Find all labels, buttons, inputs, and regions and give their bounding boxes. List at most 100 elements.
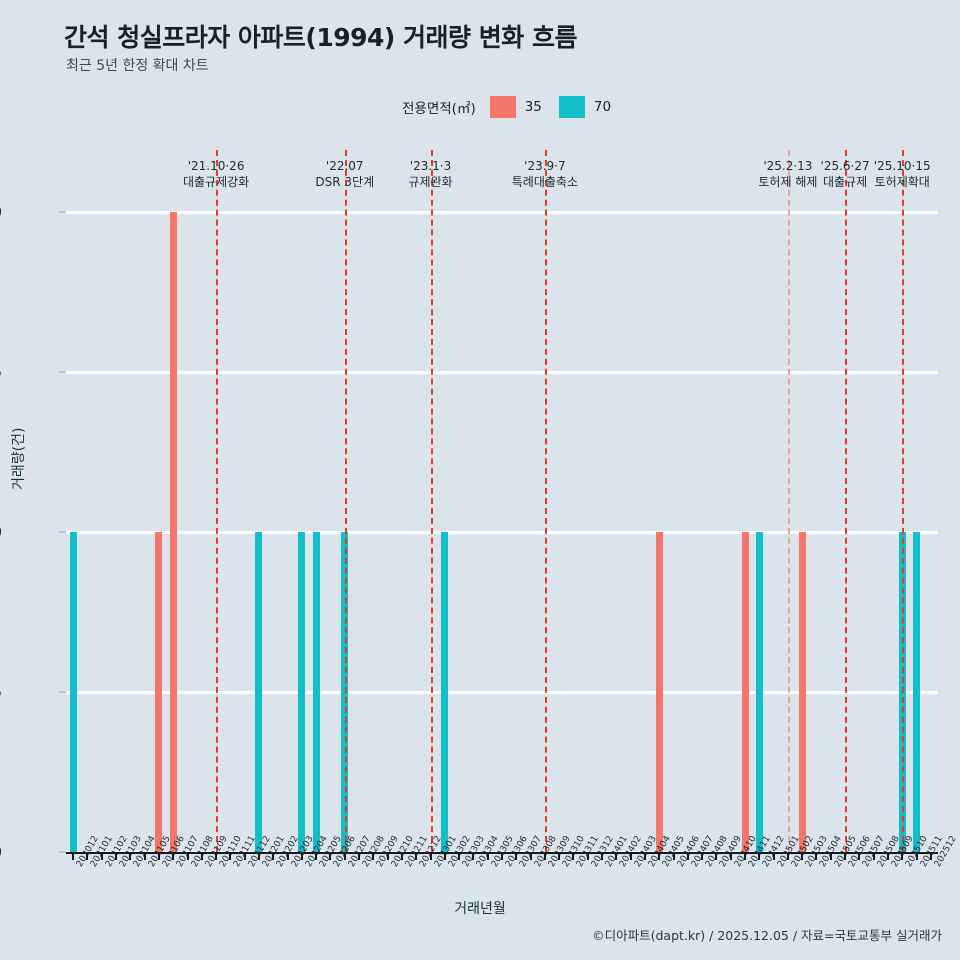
chart-subtitle: 최근 5년 한정 확대 차트 [66, 58, 209, 74]
x-tick-mark [701, 852, 704, 860]
x-tick-mark [615, 852, 618, 860]
event-annotation-name: DSR 3단계 [315, 175, 375, 190]
bar[interactable] [169, 212, 177, 852]
bar[interactable] [312, 532, 320, 852]
bar[interactable] [341, 532, 349, 852]
y-tick-mark [59, 851, 66, 853]
bar[interactable] [155, 532, 163, 852]
legend-label-70: 70 [593, 99, 612, 115]
x-tick-mark [886, 852, 889, 860]
bar[interactable] [441, 532, 449, 852]
x-tick-mark [815, 852, 818, 860]
x-tick-mark [329, 852, 332, 860]
event-annotation: '25.2·13 토허제 해제 [758, 158, 817, 190]
x-tick-mark [501, 852, 503, 860]
x-tick-mark [386, 852, 389, 860]
footer-credit: ©디아파트(dapt.kr) / 2025.12.05 / 자료=국토교통부 실… [592, 928, 942, 943]
x-tick-mark [129, 852, 132, 860]
bar[interactable] [798, 532, 806, 852]
legend-swatch-35 [489, 96, 516, 118]
x-tick-mark [472, 852, 475, 860]
chart-legend: 전용면적(㎡) 35 70 [402, 96, 619, 118]
event-annotation-date: '21.10·26 [187, 159, 245, 173]
legend-label-35: 35 [524, 99, 542, 115]
y-tick-label: 1.5 [0, 363, 2, 381]
event-annotation-name: 규제완화 [408, 175, 453, 190]
event-annotation-name: 대출규제강화 [182, 175, 250, 190]
x-tick-mark [315, 852, 318, 860]
x-tick-mark [844, 852, 847, 860]
event-annotation-date: '23.9·7 [524, 159, 566, 173]
x-tick-mark [529, 852, 532, 860]
x-tick-mark [543, 852, 546, 860]
x-tick-mark [858, 852, 861, 860]
bar[interactable] [755, 532, 763, 852]
x-tick-mark [786, 852, 789, 860]
y-tick-label: 2.0 [0, 203, 2, 221]
x-tick-mark [486, 852, 489, 860]
event-annotation-name: 특례대출축소 [511, 175, 578, 190]
x-tick-mark [200, 852, 203, 860]
x-tick-mark [400, 852, 403, 860]
x-tick-mark [829, 852, 832, 860]
event-annotation-date: '25.2·13 [763, 159, 813, 173]
x-tick-mark [358, 852, 361, 860]
y-axis-title: 거래량(건) [11, 427, 27, 490]
x-tick-mark [186, 852, 189, 860]
y-tick-label: 1.0 [0, 523, 2, 541]
x-tick-mark [157, 852, 160, 860]
page-title: 간석 청실프라자 아파트(1994) 거래량 변화 흐름 [64, 23, 577, 52]
x-tick-mark [458, 852, 461, 860]
x-tick-mark [572, 852, 575, 860]
x-axis-title: 거래년월 [454, 901, 506, 917]
event-annotation: '25.10·15 토허제확대 [874, 158, 931, 190]
event-line [845, 150, 848, 852]
event-annotation-name: 토허제 해제 [758, 175, 818, 190]
event-line [216, 150, 219, 852]
x-tick-mark [215, 852, 218, 860]
event-annotation-date: '22.07 [325, 159, 364, 173]
y-tick-mark [59, 691, 66, 693]
event-annotation: '21.10·26 대출규제강화 [183, 158, 249, 190]
gridline [66, 370, 938, 374]
x-tick-mark [343, 852, 346, 860]
x-tick-mark [686, 852, 689, 860]
event-annotation-date: '23.1·3 [409, 159, 452, 173]
bar[interactable] [741, 532, 749, 852]
y-tick-mark [59, 531, 66, 533]
x-tick-mark [272, 852, 275, 860]
event-annotation: '22.07 DSR 3단계 [315, 158, 374, 190]
event-line [544, 150, 547, 852]
y-tick-label: 0.0 [0, 843, 2, 861]
bar[interactable] [255, 532, 263, 852]
gridline [66, 210, 938, 214]
x-tick-mark [915, 852, 918, 860]
x-tick-mark [72, 852, 75, 860]
event-annotation-name: 대출규제 [822, 175, 868, 190]
bar[interactable] [69, 532, 77, 852]
x-tick-mark [729, 852, 732, 860]
y-tick-label: 0.5 [0, 683, 2, 701]
x-tick-mark [758, 852, 761, 860]
bar[interactable] [655, 532, 663, 852]
event-annotation-date: '25.10·15 [873, 159, 931, 173]
event-annotation-name: 토허제확대 [874, 175, 930, 190]
x-tick-mark [300, 852, 303, 860]
legend-title: 전용면적(㎡) [402, 101, 476, 117]
x-tick-mark [286, 852, 289, 860]
x-tick-mark [672, 852, 675, 860]
bar[interactable] [913, 532, 921, 852]
event-line [787, 150, 790, 852]
x-tick-mark [872, 852, 875, 860]
x-tick-mark [586, 852, 589, 860]
x-tick-mark [658, 852, 661, 860]
event-annotation: '25.6·27 대출규제 [821, 158, 870, 190]
event-annotation: '23.1·3 규제완화 [408, 158, 452, 190]
x-tick-mark [115, 852, 118, 860]
x-tick-mark [772, 852, 775, 860]
bar[interactable] [898, 532, 906, 852]
x-tick-mark [601, 852, 604, 860]
x-tick-mark [372, 852, 375, 860]
bar[interactable] [298, 532, 306, 852]
x-tick-mark [643, 852, 646, 860]
